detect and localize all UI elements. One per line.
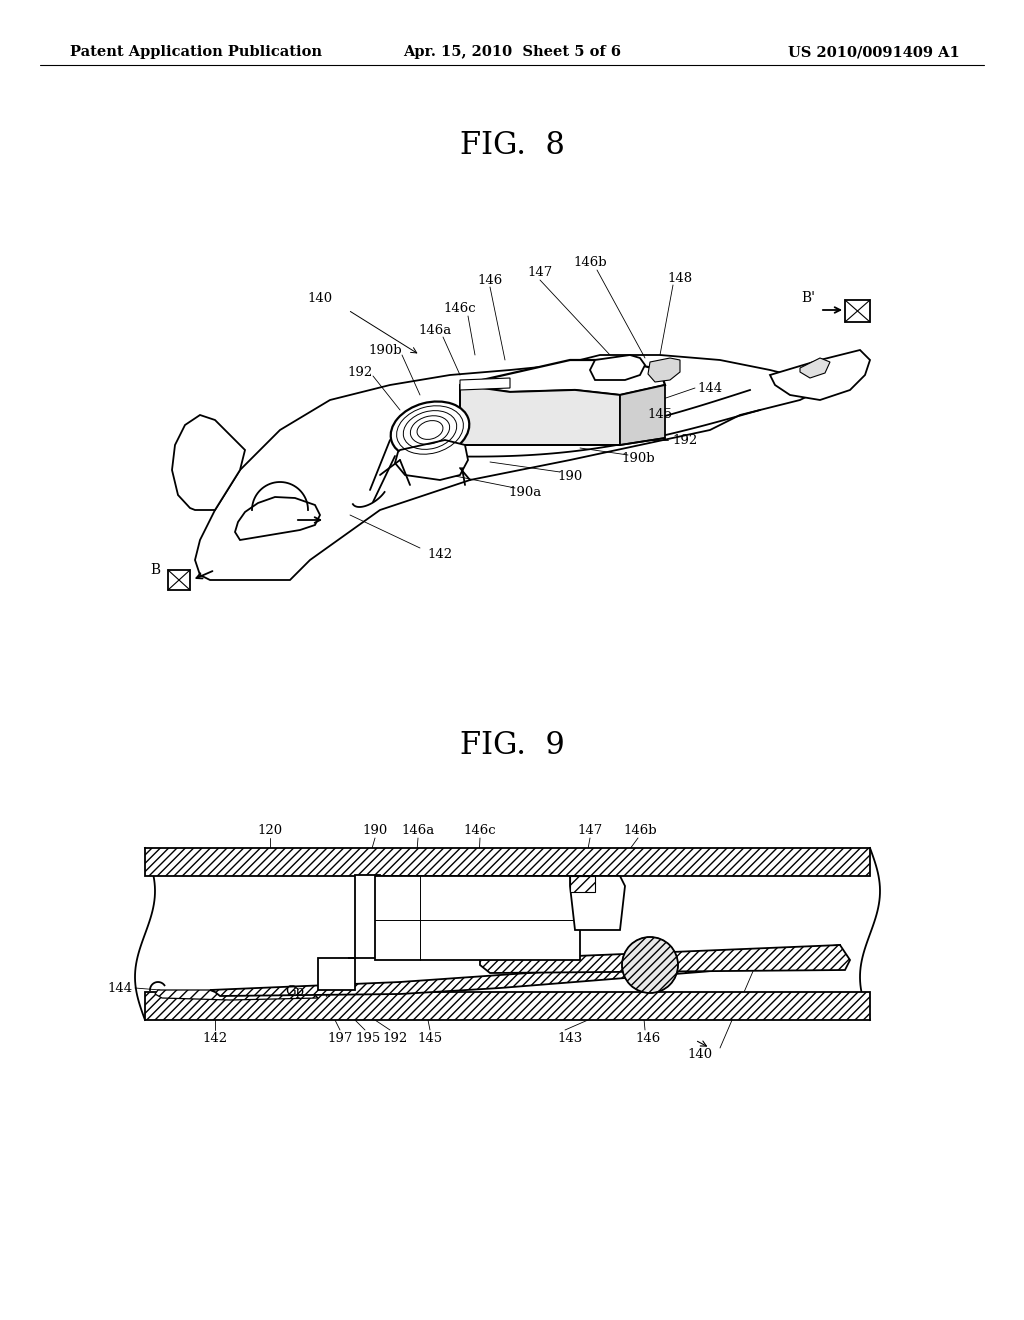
Polygon shape (210, 358, 810, 572)
Text: 146c: 146c (443, 301, 476, 314)
Text: 190b: 190b (622, 451, 654, 465)
Polygon shape (620, 385, 665, 445)
Text: 148: 148 (668, 272, 692, 285)
Polygon shape (348, 875, 380, 958)
Text: 192: 192 (382, 1031, 408, 1044)
Polygon shape (145, 847, 870, 876)
Text: 145: 145 (647, 408, 673, 421)
Text: 195: 195 (355, 1031, 381, 1044)
Text: 147: 147 (578, 824, 603, 837)
Text: 140: 140 (687, 1048, 713, 1061)
Polygon shape (460, 378, 510, 389)
Polygon shape (168, 570, 190, 590)
Text: B: B (150, 564, 160, 577)
Polygon shape (570, 876, 625, 931)
Text: 146b: 146b (573, 256, 607, 268)
Polygon shape (234, 498, 319, 540)
Polygon shape (460, 360, 665, 395)
Polygon shape (845, 300, 870, 322)
Polygon shape (395, 440, 468, 480)
Text: 190: 190 (362, 824, 388, 837)
Polygon shape (590, 355, 645, 380)
Text: 144: 144 (108, 982, 133, 994)
Text: 192: 192 (673, 433, 697, 446)
Text: US 2010/0091409 A1: US 2010/0091409 A1 (788, 45, 961, 59)
Text: 197: 197 (328, 1031, 352, 1044)
Text: 146: 146 (477, 273, 503, 286)
Polygon shape (570, 876, 595, 892)
Polygon shape (375, 876, 580, 960)
Text: 147: 147 (527, 265, 553, 279)
Text: 146: 146 (635, 1031, 660, 1044)
Text: 192: 192 (347, 366, 373, 379)
Text: 120: 120 (257, 824, 283, 837)
Text: 190b: 190b (369, 343, 401, 356)
Text: 146a: 146a (419, 323, 452, 337)
Text: 190: 190 (557, 470, 583, 483)
Text: FIG.  9: FIG. 9 (460, 730, 564, 760)
Polygon shape (480, 945, 850, 973)
Text: 144: 144 (697, 381, 723, 395)
Text: FIG.  8: FIG. 8 (460, 129, 564, 161)
Text: 146b: 146b (624, 824, 656, 837)
Text: 190a: 190a (508, 486, 542, 499)
Text: 142: 142 (203, 1031, 227, 1044)
Text: 140: 140 (307, 292, 333, 305)
Polygon shape (210, 945, 840, 997)
Polygon shape (318, 958, 355, 990)
Text: B': B' (801, 290, 815, 305)
Text: Apr. 15, 2010  Sheet 5 of 6: Apr. 15, 2010 Sheet 5 of 6 (403, 45, 621, 59)
Polygon shape (800, 358, 830, 378)
Circle shape (622, 937, 678, 993)
Text: 146c: 146c (464, 824, 497, 837)
Text: 142: 142 (427, 549, 453, 561)
Polygon shape (155, 990, 318, 1001)
Ellipse shape (391, 401, 469, 458)
Text: 145: 145 (418, 1031, 442, 1044)
Text: 146a: 146a (401, 824, 434, 837)
Text: Gp: Gp (286, 986, 304, 998)
Text: Patent Application Publication: Patent Application Publication (70, 45, 322, 59)
Text: 143: 143 (557, 1031, 583, 1044)
Polygon shape (460, 385, 620, 445)
Polygon shape (648, 358, 680, 381)
Polygon shape (195, 355, 820, 579)
Polygon shape (145, 993, 870, 1020)
Polygon shape (770, 350, 870, 400)
Polygon shape (172, 414, 245, 510)
